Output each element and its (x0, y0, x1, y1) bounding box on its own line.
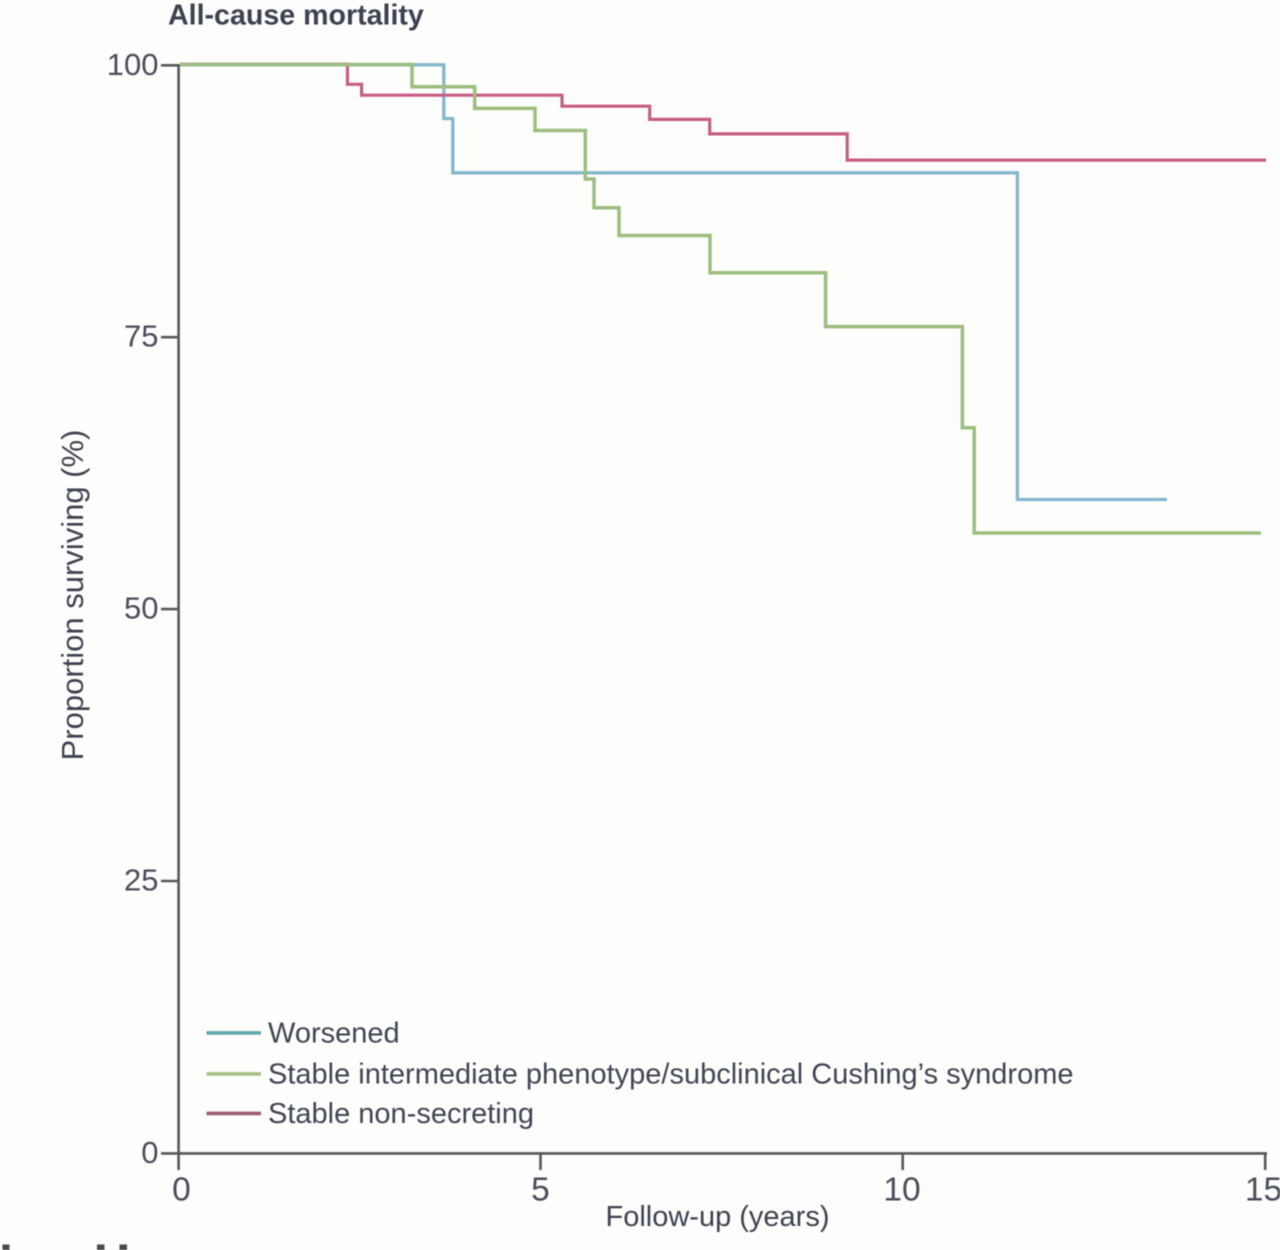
svg-text:25: 25 (124, 863, 158, 898)
svg-text:Worsened: Worsened (268, 1018, 400, 1050)
svg-text:Stable non-secreting: Stable non-secreting (268, 1098, 534, 1130)
svg-text:0: 0 (141, 1135, 158, 1170)
svg-text:All-cause mortality: All-cause mortality (168, 0, 424, 32)
svg-text:50: 50 (124, 591, 158, 626)
svg-text:Stable intermediate phenotype/: Stable intermediate phenotype/subclinica… (268, 1059, 1074, 1091)
svg-text:10: 10 (883, 1172, 920, 1209)
svg-text:5: 5 (531, 1172, 550, 1209)
svg-text:Proportion surviving (%): Proportion surviving (%) (55, 430, 90, 761)
svg-text:0: 0 (172, 1172, 191, 1209)
svg-text:Follow-up (years): Follow-up (years) (606, 1201, 830, 1233)
svg-text:15: 15 (1245, 1172, 1280, 1209)
svg-text:100: 100 (107, 47, 159, 82)
svg-text:75: 75 (124, 319, 158, 354)
